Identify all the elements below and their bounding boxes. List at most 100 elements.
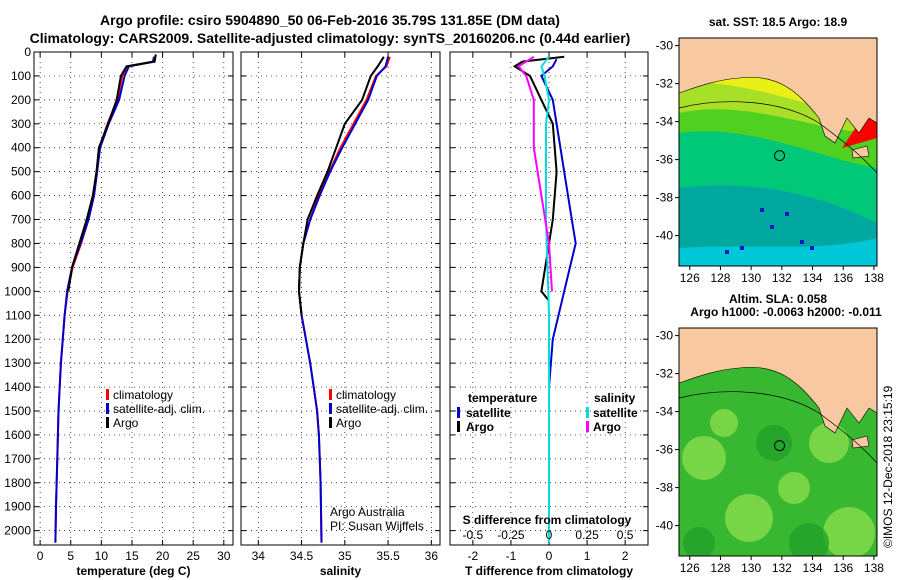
legend-label: satellite [593, 406, 638, 420]
map-x-tick-label: 132 [772, 271, 792, 285]
y-tick-label: 300 [11, 117, 31, 131]
series-line-argo [297, 56, 385, 316]
y-tick-label: 800 [11, 236, 31, 250]
y-tick-label: 1700 [4, 452, 31, 466]
profile-location-marker [774, 440, 786, 452]
map-x-tick-label: 126 [680, 271, 700, 285]
map-y-tick-label: -34 [656, 405, 674, 419]
map-y-tick-label: -40 [656, 229, 674, 243]
legend-label: satellite-adj. clim. [336, 402, 428, 416]
plot-title-line2: Climatology: CARS2009. Satellite-adjuste… [29, 30, 631, 46]
x-tick-label-salinity: 0.5 [617, 528, 634, 542]
y-tick-label: 1200 [4, 332, 31, 346]
y-tick-label: 700 [11, 213, 31, 227]
x-tick-label: 20 [156, 549, 170, 563]
sla-blob [823, 507, 875, 556]
y-tick-label: 1000 [4, 284, 31, 298]
legend-swatch [329, 389, 332, 400]
series-line-climatology [54, 56, 155, 543]
sst-cold-patch [760, 208, 764, 212]
profile-location-marker [774, 150, 786, 162]
sla-blob [809, 423, 849, 463]
sla-map-title: Altim. SLA: 0.058 [729, 292, 827, 306]
x-tick-label-salinity: 0 [546, 528, 553, 542]
legend-title-salinity: salinity [594, 391, 636, 405]
series-line-s-satellite [540, 56, 551, 543]
x-axis-label-salinity-difference: S difference from climatology [463, 513, 632, 527]
map-y-tick-label: -32 [656, 367, 674, 381]
y-tick-label: 0 [24, 45, 31, 59]
map-y-tick-label: -32 [656, 77, 674, 91]
axes-frame [240, 51, 441, 546]
map-x-tick-label: 136 [833, 271, 853, 285]
legend-swatch [106, 403, 109, 414]
map-y-tick-label: -30 [656, 39, 674, 53]
sst-band [679, 238, 877, 266]
legend-label: satellite [466, 406, 511, 420]
x-tick-label: 5 [67, 549, 74, 563]
legend-label: Argo [113, 416, 139, 430]
legend-label: satellite-adj. clim. [113, 402, 205, 416]
y-tick-label: 200 [11, 93, 31, 107]
x-axis-label: salinity [320, 564, 362, 578]
x-tick-label: -2 [468, 549, 479, 563]
map-frame [678, 37, 878, 267]
y-tick-label: 1400 [4, 380, 31, 394]
map-x-tick-label: 130 [741, 271, 761, 285]
imos-credit: ©IMOS 12-Dec-2018 23:15:19 [881, 385, 895, 548]
sst-cold-patch [770, 225, 774, 229]
legend-swatch [329, 403, 332, 414]
x-tick-label: 25 [187, 549, 201, 563]
map-x-tick-label: 134 [803, 271, 823, 285]
sla-blob [778, 472, 810, 504]
land-mass [679, 328, 877, 434]
island [851, 435, 870, 449]
map-frame [678, 327, 878, 557]
legend-label: Argo [593, 420, 621, 434]
y-tick-label: 1300 [4, 356, 31, 370]
map-x-tick-label: 138 [864, 561, 884, 575]
map-y-tick-label: -40 [656, 519, 674, 533]
map-y-tick-label: -34 [656, 115, 674, 129]
y-tick-label: 2000 [4, 524, 31, 538]
sst-cold-patch [740, 246, 744, 250]
legend-swatch [106, 417, 109, 428]
plot-title-line1: Argo profile: csiro 5904890_50 06-Feb-20… [100, 12, 560, 28]
depth-contour [679, 101, 877, 174]
sla-blob [710, 409, 738, 437]
sla-blob [789, 523, 829, 556]
y-tick-label: 1100 [5, 308, 31, 322]
legend-swatch [329, 417, 332, 428]
sla-blob [682, 436, 726, 480]
map-y-tick-label: -36 [656, 153, 674, 167]
y-tick-label: 400 [11, 141, 31, 155]
map-x-tick-label: 126 [680, 561, 700, 575]
y-tick-label: 600 [11, 189, 31, 203]
x-tick-label: 35 [338, 549, 352, 563]
map-x-tick-label: 128 [710, 561, 730, 575]
x-tick-label: 30 [217, 549, 231, 563]
x-tick-label: 0 [546, 549, 553, 563]
y-tick-label: 900 [11, 260, 31, 274]
legend-label: Argo [336, 416, 362, 430]
x-tick-label: 36 [425, 549, 439, 563]
x-tick-label-salinity: -0.5 [463, 528, 484, 542]
map-x-tick-label: 132 [772, 561, 792, 575]
island [851, 145, 870, 159]
x-axis-label: temperature (deg C) [76, 564, 190, 578]
sla-field [679, 328, 877, 556]
credit-agency: Argo Australia [330, 505, 405, 519]
x-tick-label-salinity: 0.25 [575, 528, 599, 542]
map-y-tick-label: -36 [656, 443, 674, 457]
series-line-s-argo [517, 55, 553, 292]
map-y-tick-label: -38 [656, 481, 674, 495]
credit-pi: PI: Susan Wijffels [330, 519, 424, 533]
sst-field [679, 38, 877, 266]
legend-swatch [586, 407, 589, 418]
series-line-argo [67, 54, 157, 292]
sst-cold-patch [725, 250, 729, 254]
series-line-t-argo [512, 55, 565, 302]
map-y-tick-label: -38 [656, 191, 674, 205]
legend-label: climatology [336, 388, 396, 402]
